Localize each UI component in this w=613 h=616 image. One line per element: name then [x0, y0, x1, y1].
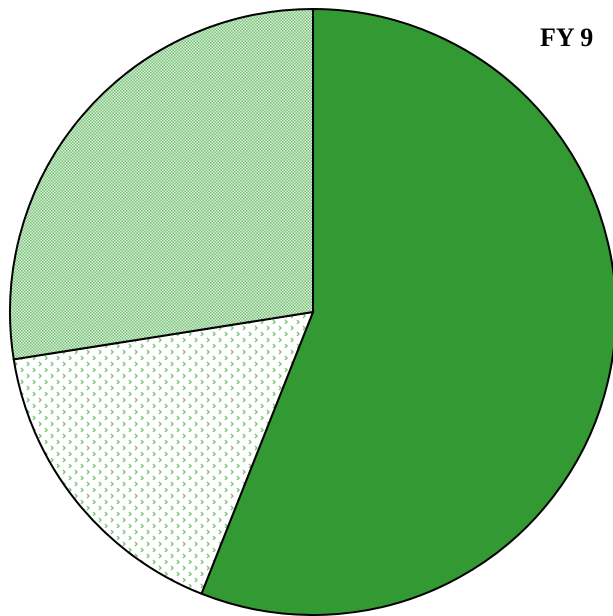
pie-slice — [200, 7, 613, 616]
pie-slice — [12, 310, 315, 596]
pie — [9, 7, 613, 616]
pie-slice — [9, 7, 314, 361]
chart-title: FY 9 — [540, 23, 593, 52]
